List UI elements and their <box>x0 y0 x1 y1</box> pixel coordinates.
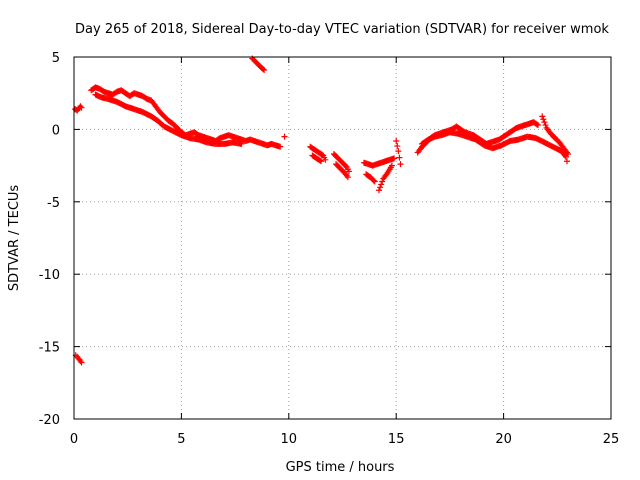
data-point <box>393 137 400 144</box>
x-tick-label: 5 <box>177 432 185 447</box>
data-point <box>377 184 384 191</box>
data-point <box>260 66 267 73</box>
data-point <box>395 148 402 155</box>
data-point <box>322 156 329 163</box>
y-tick-label: -20 <box>39 413 60 428</box>
y-axis-label: SDTVAR / TECUs <box>7 185 22 292</box>
x-tick-label: 0 <box>70 432 78 447</box>
data-point <box>396 154 403 161</box>
data-point <box>376 187 383 194</box>
data-point <box>397 161 404 168</box>
grid-lines <box>73 56 612 420</box>
data-points <box>72 55 572 366</box>
data-point <box>371 178 378 185</box>
data-point <box>342 162 349 169</box>
data-point <box>534 122 541 129</box>
data-point <box>78 359 85 366</box>
data-point <box>378 181 385 188</box>
data-point <box>370 177 377 184</box>
data-point <box>261 67 268 74</box>
y-tick-label: -5 <box>47 196 60 211</box>
data-point <box>394 143 401 150</box>
y-tick-label: -10 <box>39 268 60 283</box>
data-point <box>541 119 548 126</box>
data-point <box>542 122 549 129</box>
data-point <box>563 158 570 165</box>
data-point <box>345 168 352 175</box>
y-tick-label: 5 <box>52 51 60 66</box>
x-axis-label: GPS time / hours <box>286 460 395 475</box>
data-point <box>277 143 284 150</box>
x-tick-label: 20 <box>495 432 512 447</box>
tick-labels: 0 5 10 15 20 25 5 0 -5 -10 -15 -20 <box>39 51 620 447</box>
data-point <box>391 155 398 162</box>
data-point <box>539 113 546 120</box>
data-point <box>540 116 547 123</box>
data-point <box>344 174 351 181</box>
x-tick-label: 10 <box>281 432 298 447</box>
x-tick-label: 15 <box>388 432 405 447</box>
data-point <box>388 162 395 169</box>
data-point <box>318 158 325 165</box>
plot-border <box>73 56 612 420</box>
x-tick-label: 25 <box>603 432 620 447</box>
y-tick-label: 0 <box>52 123 60 138</box>
data-point <box>565 151 572 158</box>
data-point <box>78 104 85 111</box>
data-point <box>533 121 540 128</box>
data-point <box>316 157 323 164</box>
data-point <box>379 178 386 185</box>
y-tick-label: -15 <box>39 341 60 356</box>
data-point <box>281 133 288 140</box>
data-point <box>238 140 245 147</box>
chart-title: Day 265 of 2018, Sidereal Day-to-day VTE… <box>75 22 609 37</box>
